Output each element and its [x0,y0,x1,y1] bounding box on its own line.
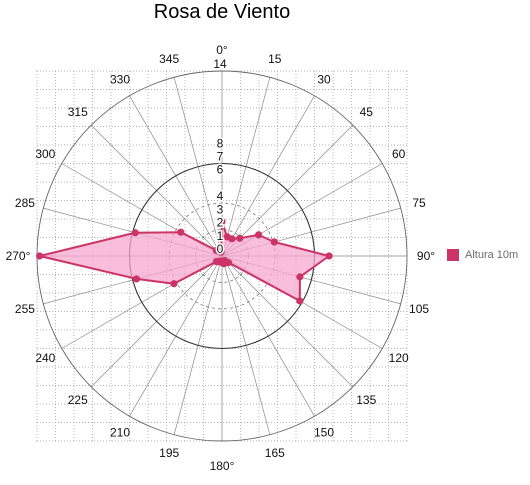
angle-label: 45 [360,105,374,119]
series-area [38,220,330,302]
angle-label: 345 [159,52,179,66]
angle-label: 120 [389,351,409,365]
data-point [236,234,244,242]
angle-label: 105 [409,302,429,316]
angle-label: 75 [412,196,426,210]
angle-label: 270° [6,249,31,263]
angle-label: 165 [265,446,285,460]
angle-label: 315 [68,105,88,119]
data-point [217,248,225,256]
angle-label: 285 [15,196,35,210]
angle-label: 210 [110,426,130,440]
radial-tick-label: 7 [217,150,224,164]
legend: Altura 10m [447,249,518,261]
angle-label: 0° [216,43,228,57]
data-point [228,235,236,243]
data-point [325,252,333,260]
angle-label: 195 [159,446,179,460]
radial-tick-label: 14 [213,57,227,71]
angle-label: 180° [210,459,235,473]
data-point [132,275,141,283]
angle-label: 135 [356,393,376,407]
angle-label: 60 [392,147,406,161]
data-point [296,297,304,305]
angle-label: 90° [417,249,435,263]
angle-label: 255 [15,302,35,316]
data-point [255,231,263,239]
data-point [170,280,178,288]
angle-label: 240 [35,351,55,365]
angle-label: 15 [268,52,282,66]
angle-label: 300 [35,147,55,161]
radial-tick-label: 2 [217,216,224,230]
data-point [177,228,185,236]
angle-label: 225 [68,393,88,407]
data-point [212,258,220,266]
angle-label: 150 [314,426,334,440]
data-point [270,238,278,246]
data-point [131,229,139,237]
chart-title: Rosa de Viento [153,1,291,23]
data-point [296,273,304,281]
data-point [36,252,44,260]
radial-tick-label: 0 [217,242,224,256]
legend-label: Altura 10m [465,249,519,261]
radial-tick-label: 6 [217,163,224,177]
radial-tick-label: 4 [217,189,224,203]
radial-tick-label: 3 [217,202,224,216]
angle-label: 330 [110,72,130,86]
radial-tick-label: 1 [217,229,224,243]
data-point [218,218,226,226]
legend-swatch [447,249,459,261]
angle-label: 30 [317,72,331,86]
radial-tick-label: 8 [217,136,224,150]
